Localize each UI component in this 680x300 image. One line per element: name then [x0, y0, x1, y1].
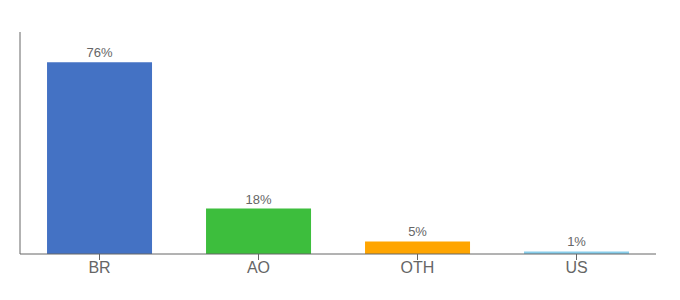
svg-text:76%: 76% — [87, 45, 113, 60]
svg-text:OTH: OTH — [401, 259, 435, 276]
svg-text:1%: 1% — [567, 234, 586, 249]
svg-text:18%: 18% — [246, 192, 272, 207]
svg-text:BR: BR — [88, 259, 110, 276]
svg-text:AO: AO — [247, 259, 270, 276]
svg-text:5%: 5% — [408, 224, 427, 239]
svg-text:US: US — [565, 259, 587, 276]
